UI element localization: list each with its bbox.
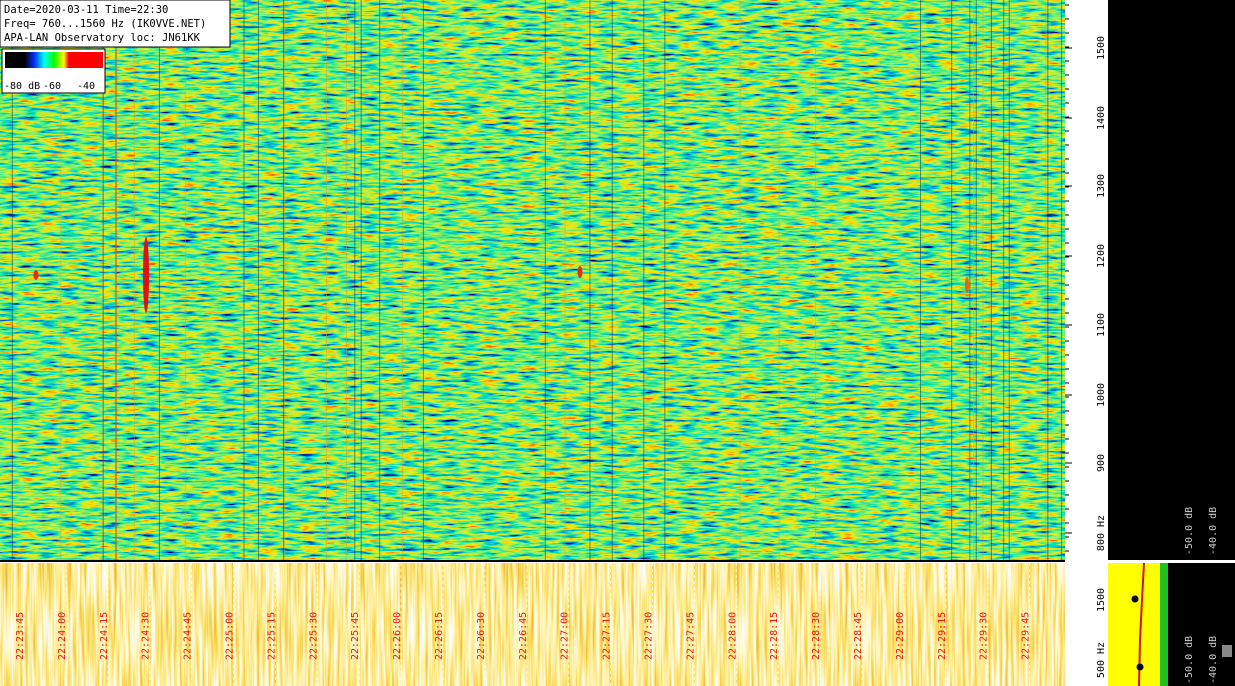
time-label: 22:27:30: [644, 612, 655, 660]
axis-label: 500 Hz: [1096, 642, 1107, 678]
time-label: 22:24:15: [99, 612, 110, 660]
time-label: 22:24:30: [141, 612, 152, 660]
lower-trace: [1138, 562, 1145, 686]
time-label: 22:24:00: [57, 612, 68, 660]
time-label: 22:24:45: [183, 612, 194, 660]
signal-trace: [577, 266, 583, 278]
time-label: 22:26:30: [476, 612, 487, 660]
lower-spectrum-line: [1160, 563, 1168, 686]
lower-spectrum-fill: [1108, 563, 1160, 686]
waterfall: [0, 0, 1065, 560]
scroll-knob: [1222, 645, 1232, 657]
time-label: 22:25:30: [308, 612, 319, 660]
time-label: 22:26:45: [518, 612, 529, 660]
color-scale-label: -80 dB: [4, 81, 40, 92]
time-label: 22:26:15: [434, 612, 445, 660]
frequency-label: 1400: [1096, 106, 1107, 130]
panel-label: -50.0 dB: [1184, 507, 1195, 555]
frequency-label: 1100: [1096, 313, 1107, 337]
time-label: 22:28:45: [853, 612, 864, 660]
frequency-ticks: 1500 1400 1300 1200 1100 1000 900 800 Hz: [1065, 4, 1107, 552]
marker: [1136, 663, 1144, 671]
frequency-label: 900: [1096, 454, 1107, 472]
axis-label: 1500: [1096, 588, 1107, 612]
time-label: 22:26:00: [392, 612, 403, 660]
signal-trace: [143, 237, 149, 313]
frequency-label: 1500: [1096, 36, 1107, 60]
frequency-label: 1200: [1096, 244, 1107, 268]
lower-strip: [0, 563, 1065, 686]
frequency-label: 800 Hz: [1096, 515, 1107, 551]
color-scale-label: -40: [77, 81, 95, 92]
spectrum-panel: [1108, 0, 1235, 560]
time-label: 22:25:00: [225, 612, 236, 660]
header-line: APA-LAN Observatory loc: JN61KK: [4, 32, 201, 44]
marker: [1131, 595, 1139, 603]
panel-label: -40.0 dB: [1208, 507, 1219, 555]
time-label: 22:29:00: [895, 612, 906, 660]
time-label: 22:28:30: [811, 612, 822, 660]
time-label: 22:23:45: [15, 612, 26, 660]
color-scale-label: -60: [43, 81, 61, 92]
time-label: 22:29:45: [1021, 612, 1032, 660]
signal-trace: [965, 277, 969, 293]
header-box: [0, 0, 231, 48]
time-label: 22:27:00: [560, 612, 571, 660]
signal-trace: [33, 270, 39, 280]
time-axis: 22:23:45 22:24:00 22:24:15 22:24:30 22:24:45…: [15, 563, 1032, 686]
frequency-label: 1000: [1096, 383, 1107, 407]
time-label: 22:27:15: [602, 612, 613, 660]
panel-labels: -50.0 dB -40.0 dB 1500 500 Hz -50.0 dB -40.0 …: [1096, 507, 1219, 684]
header-line: Freq= 760...1560 Hz (IK0VVE.NET): [4, 18, 206, 30]
time-label: 22:29:15: [937, 612, 948, 660]
time-label: 22:27:45: [685, 612, 696, 660]
frequency-label: 1300: [1096, 174, 1107, 198]
time-label: 22:29:30: [979, 612, 990, 660]
panel-label: -50.0 dB: [1184, 636, 1195, 684]
time-label: 22:25:15: [266, 612, 277, 660]
frequency-axis: [1065, 0, 1108, 686]
color-scale: [5, 52, 103, 68]
time-label: 22:28:15: [769, 612, 780, 660]
header-line: Date=2020-03-11 Time=22:30: [4, 4, 168, 16]
time-label: 22:25:45: [350, 612, 361, 660]
time-label: 22:28:00: [727, 612, 738, 660]
panel-label: -40.0 dB: [1208, 636, 1219, 684]
